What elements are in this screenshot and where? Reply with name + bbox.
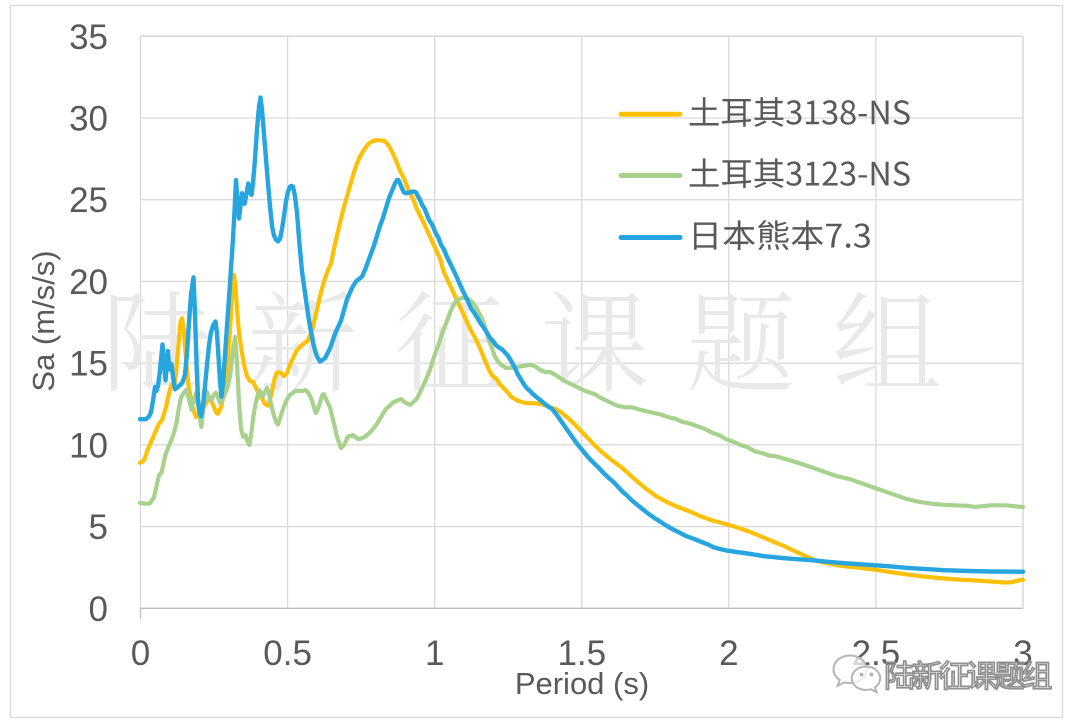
svg-text:20: 20 [69,263,108,302]
svg-text:0: 0 [131,634,150,673]
svg-text:1: 1 [425,634,444,673]
svg-text:0.5: 0.5 [263,634,312,673]
svg-text:30: 30 [69,100,108,139]
svg-text:2: 2 [719,634,738,673]
svg-text:25: 25 [69,181,108,220]
svg-text:Period (s): Period (s) [515,666,649,701]
svg-text:Sa (m/s/s): Sa (m/s/s) [26,250,61,391]
svg-text:5: 5 [89,508,108,547]
svg-text:10: 10 [69,426,108,465]
svg-text:35: 35 [69,18,108,57]
svg-text:15: 15 [69,345,108,384]
svg-text:1.5: 1.5 [557,634,606,673]
svg-text:0: 0 [89,590,108,629]
